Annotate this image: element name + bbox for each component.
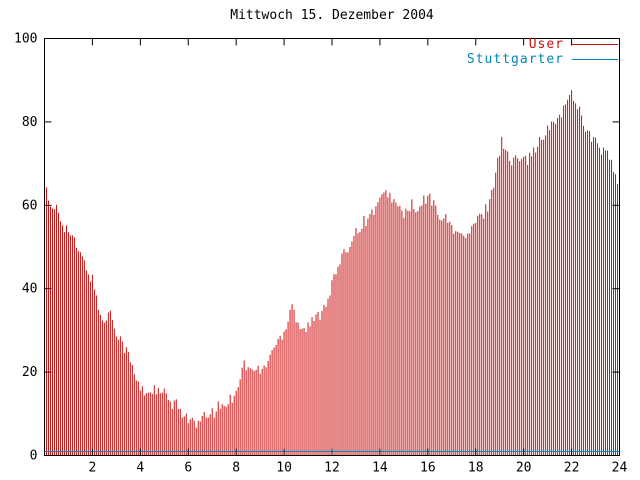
y-axis-ticks (44, 38, 620, 456)
x-tick-label: 2 (89, 461, 97, 476)
x-tick-label: 8 (232, 461, 240, 476)
legend-label-stuttgarter: Stuttgarter (466, 51, 564, 67)
legend-line-sample (572, 58, 618, 60)
y-tick-label: 100 (14, 32, 37, 47)
x-tick-label: 14 (372, 461, 388, 476)
y-tick-label: 0 (30, 449, 38, 464)
y-tick-label: 60 (22, 198, 38, 213)
x-tick-label: 22 (564, 461, 580, 476)
x-tick-label: 20 (516, 461, 532, 476)
chart-legend: User Stuttgarter (466, 36, 618, 67)
x-tick-label: 12 (324, 461, 340, 476)
impulse-series-user (44, 90, 620, 456)
legend-label-user: User (528, 36, 564, 52)
legend-row: User (467, 36, 618, 52)
x-tick-label: 4 (136, 461, 144, 476)
x-tick-label: 16 (420, 461, 436, 476)
chart-title: Mittwoch 15. Dezember 2004 (230, 8, 434, 23)
x-tick-label: 24 (612, 461, 628, 476)
y-tick-label: 20 (22, 365, 38, 380)
x-tick-label: 18 (468, 461, 484, 476)
legend-row: Stuttgarter (466, 51, 618, 67)
x-tick-label: 10 (276, 461, 292, 476)
y-tick-label: 80 (22, 115, 38, 130)
y-tick-label: 40 (22, 282, 38, 297)
x-tick-label: 6 (184, 461, 192, 476)
x-axis-ticks (91, 38, 620, 456)
legend-line-sample (572, 43, 618, 45)
